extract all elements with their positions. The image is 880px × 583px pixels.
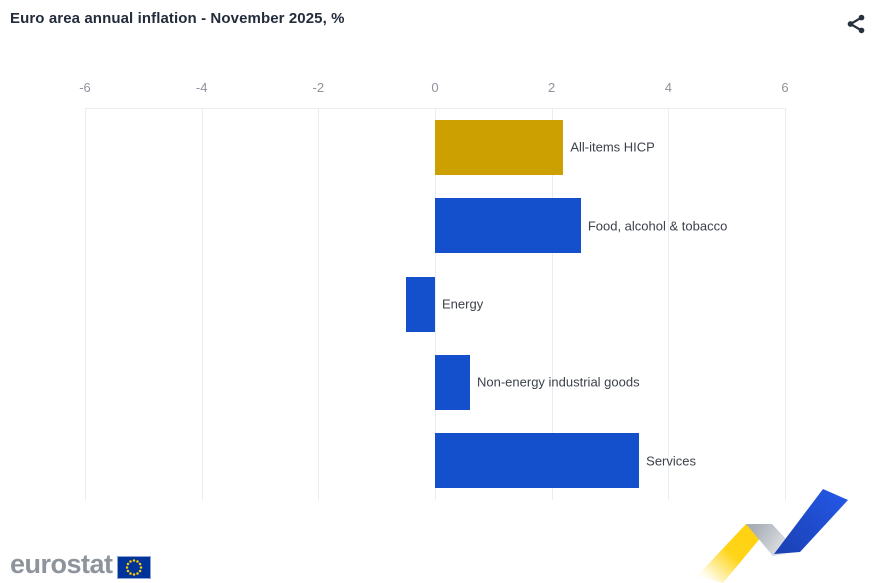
chart-title: Euro area annual inflation - November 20… <box>10 10 345 27</box>
share-button[interactable] <box>844 12 868 36</box>
bar-energy[interactable] <box>405 276 435 332</box>
bar-label-all-items-hicp: All-items HICP <box>570 139 655 155</box>
x-tick-label: -4 <box>195 80 208 95</box>
ribbon-yellow-segment <box>697 524 772 583</box>
x-tick-label: 4 <box>664 80 672 95</box>
bar-services[interactable] <box>435 433 640 489</box>
bar-label-non-energy-industrial-goods: Non-energy industrial goods <box>477 374 640 390</box>
x-tick-label: -6 <box>79 80 91 95</box>
bar-non-energy-industrial-goods[interactable] <box>435 354 470 410</box>
x-tick-label: 2 <box>548 80 556 95</box>
eurostat-logo-text: eurostat <box>10 549 113 579</box>
share-icon <box>847 14 865 34</box>
gridline-2 <box>551 108 553 500</box>
gridline-4 <box>668 108 670 500</box>
eurostat-ribbon-decoration <box>697 489 848 583</box>
gridline-0 <box>435 108 436 500</box>
x-tick-label: 6 <box>781 80 789 95</box>
gridline--2 <box>318 108 320 500</box>
bar-label-services: Services <box>646 453 697 469</box>
bar-label-food-alcohol-tobacco: Food, alcohol & tobacco <box>587 218 728 234</box>
gridline-6 <box>785 108 786 500</box>
bar-label-energy: Energy <box>442 296 484 312</box>
x-tick-label: 0 <box>431 80 439 95</box>
gridline--4 <box>201 108 203 500</box>
x-tick-label: -2 <box>312 80 325 95</box>
ribbon-blue-segment <box>774 489 848 554</box>
bar-all-items-hicp[interactable] <box>435 119 564 175</box>
gridline--6 <box>85 108 86 500</box>
eu-flag-icon <box>116 556 151 579</box>
eurostat-logo: eurostat <box>10 549 151 580</box>
bar-food-alcohol-tobacco[interactable] <box>435 198 581 254</box>
